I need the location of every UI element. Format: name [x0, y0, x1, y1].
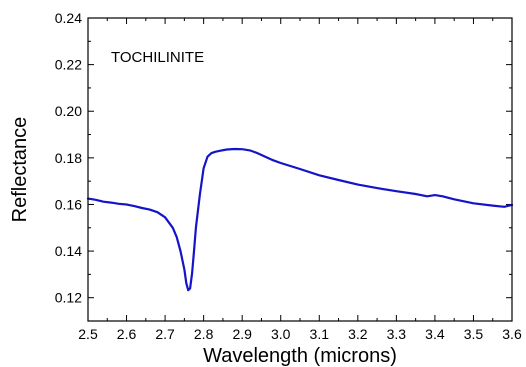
x-tick-label: 3.2 — [348, 326, 368, 342]
y-tick-label: 0.18 — [55, 150, 82, 166]
x-tick-label: 2.7 — [155, 326, 175, 342]
x-tick-label: 2.6 — [117, 326, 137, 342]
y-axis-title: Reflectance — [9, 117, 31, 223]
x-tick-label: 3.5 — [464, 326, 484, 342]
x-tick-label: 2.9 — [232, 326, 252, 342]
y-tick-label: 0.14 — [55, 243, 82, 259]
x-tick-label: 3.0 — [271, 326, 291, 342]
x-tick-label: 2.8 — [194, 326, 214, 342]
y-tick-label: 0.16 — [55, 196, 82, 212]
y-tick-label: 0.20 — [55, 103, 82, 119]
x-tick-label: 3.3 — [387, 326, 407, 342]
x-tick-label: 3.6 — [502, 326, 522, 342]
y-tick-label: 0.12 — [55, 290, 82, 306]
x-tick-label: 2.5 — [78, 326, 98, 342]
x-axis-title: Wavelength (microns) — [203, 345, 397, 367]
y-tick-label: 0.22 — [55, 57, 82, 73]
plot-area-frame — [87, 17, 513, 322]
x-tick-label: 3.4 — [425, 326, 445, 342]
y-tick-label: 0.24 — [55, 10, 82, 26]
x-tick-label: 3.1 — [310, 326, 330, 342]
reflectance-series-line — [86, 147, 514, 292]
mineral-annotation: TOCHILINITE — [111, 49, 204, 66]
